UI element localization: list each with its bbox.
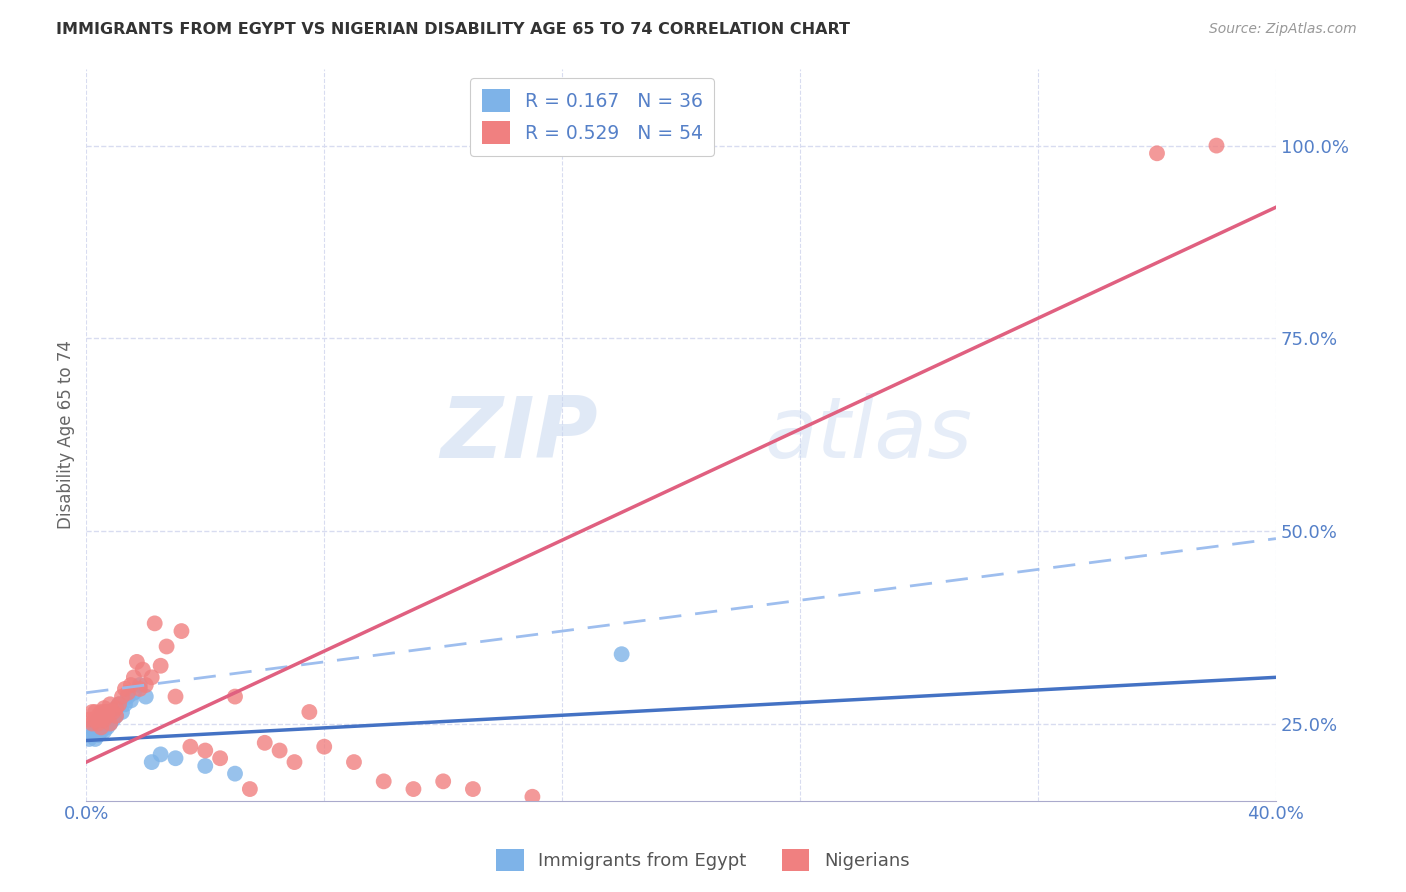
Point <box>283 755 305 769</box>
Point <box>111 705 134 719</box>
Legend: R = 0.167   N = 36, R = 0.529   N = 54: R = 0.167 N = 36, R = 0.529 N = 54 <box>471 78 714 155</box>
Point <box>87 720 110 734</box>
Point <box>90 720 112 734</box>
Point <box>98 698 121 712</box>
Point <box>239 782 262 797</box>
Point <box>179 739 201 754</box>
Point <box>522 789 544 804</box>
Point <box>135 678 157 692</box>
Point <box>120 678 142 692</box>
Point <box>84 716 107 731</box>
Point <box>82 720 104 734</box>
Point <box>209 751 232 765</box>
Point <box>82 716 104 731</box>
Point <box>82 728 104 742</box>
Point <box>84 731 107 746</box>
Point <box>117 686 139 700</box>
Point <box>141 755 163 769</box>
Point <box>135 690 157 704</box>
Y-axis label: Disability Age 65 to 74: Disability Age 65 to 74 <box>58 340 75 529</box>
Point <box>105 701 128 715</box>
Point <box>132 663 155 677</box>
Point <box>1205 138 1227 153</box>
Point <box>96 709 118 723</box>
Point <box>77 713 100 727</box>
Point <box>77 731 100 746</box>
Text: Source: ZipAtlas.com: Source: ZipAtlas.com <box>1209 22 1357 37</box>
Point <box>149 747 172 762</box>
Point <box>194 759 217 773</box>
Point <box>114 681 136 696</box>
Point <box>314 739 336 754</box>
Point <box>93 724 115 739</box>
Point <box>610 647 633 661</box>
Point <box>298 705 321 719</box>
Point <box>149 658 172 673</box>
Point <box>96 705 118 719</box>
Point <box>128 678 150 692</box>
Point <box>122 686 145 700</box>
Point <box>117 690 139 704</box>
Point <box>90 705 112 719</box>
Point <box>93 713 115 727</box>
Point <box>1146 146 1168 161</box>
Point <box>87 713 110 727</box>
Point <box>165 690 187 704</box>
Text: ZIP: ZIP <box>440 393 598 476</box>
Point <box>105 709 128 723</box>
Legend: Immigrants from Egypt, Nigerians: Immigrants from Egypt, Nigerians <box>489 842 917 879</box>
Point <box>155 640 177 654</box>
Point <box>82 705 104 719</box>
Point <box>90 724 112 739</box>
Point <box>105 701 128 715</box>
Point <box>108 698 131 712</box>
Point <box>269 743 291 757</box>
Point <box>170 624 193 638</box>
Point <box>87 716 110 731</box>
Point <box>402 782 425 797</box>
Point <box>105 709 128 723</box>
Point <box>108 698 131 712</box>
Point <box>165 751 187 765</box>
Point <box>253 736 276 750</box>
Text: atlas: atlas <box>765 393 973 476</box>
Point <box>98 716 121 731</box>
Point <box>194 743 217 757</box>
Point <box>224 766 246 780</box>
Point <box>90 713 112 727</box>
Point <box>143 616 166 631</box>
Point <box>120 693 142 707</box>
Point <box>90 716 112 731</box>
Point <box>96 705 118 719</box>
Point <box>84 713 107 727</box>
Point <box>224 690 246 704</box>
Point <box>90 709 112 723</box>
Point <box>98 709 121 723</box>
Point <box>84 705 107 719</box>
Point <box>96 720 118 734</box>
Point <box>141 670 163 684</box>
Point <box>87 709 110 723</box>
Point <box>93 705 115 719</box>
Point <box>125 655 148 669</box>
Point <box>93 701 115 715</box>
Point <box>432 774 454 789</box>
Point <box>93 713 115 727</box>
Point <box>128 681 150 696</box>
Point <box>122 670 145 684</box>
Point <box>111 690 134 704</box>
Point <box>114 698 136 712</box>
Point <box>373 774 395 789</box>
Point <box>343 755 366 769</box>
Point <box>84 724 107 739</box>
Point <box>101 713 124 727</box>
Point <box>96 709 118 723</box>
Point <box>101 705 124 719</box>
Text: IMMIGRANTS FROM EGYPT VS NIGERIAN DISABILITY AGE 65 TO 74 CORRELATION CHART: IMMIGRANTS FROM EGYPT VS NIGERIAN DISABI… <box>56 22 851 37</box>
Point <box>87 728 110 742</box>
Point <box>98 716 121 731</box>
Point <box>461 782 484 797</box>
